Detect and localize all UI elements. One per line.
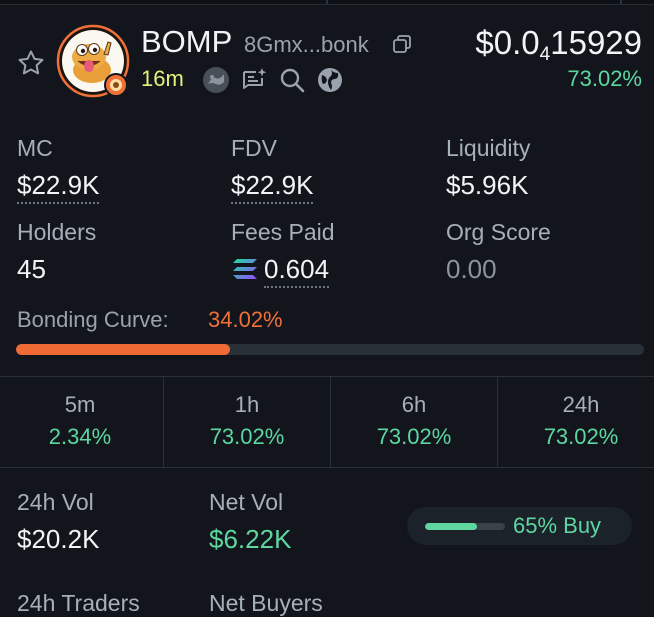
timeframe-label: 6h <box>401 392 427 417</box>
price-zero-count: 4 <box>539 44 551 65</box>
token-price: $0.0415929 <box>475 24 642 66</box>
token-name: BOMP <box>141 24 233 59</box>
fdv-value: $22.9K <box>231 170 314 204</box>
launchpad-icon[interactable] <box>202 66 230 94</box>
buy-ratio-text: 65% Buy <box>513 513 602 538</box>
timeframe-6h[interactable]: 6h 73.02% <box>334 392 494 450</box>
price-change: 73.02% <box>567 66 642 91</box>
globe-icon[interactable] <box>316 66 344 94</box>
timeframe-label: 24h <box>562 392 600 417</box>
org-score-label: Org Score <box>446 219 551 245</box>
mc-value-text[interactable]: $22.9K <box>17 170 100 204</box>
timeframe-24h[interactable]: 24h 73.02% <box>501 392 654 450</box>
top-divider-tick <box>620 0 622 4</box>
token-address[interactable]: 8Gmx...bonk <box>244 32 369 57</box>
fdv-value-text[interactable]: $22.9K <box>231 170 314 204</box>
fees-value-text[interactable]: 0.604 <box>264 254 330 288</box>
liquidity-label: Liquidity <box>446 135 531 161</box>
holders-label: Holders <box>17 219 97 245</box>
search-icon[interactable] <box>278 66 306 94</box>
buy-ratio-badge: 65% Buy <box>407 507 632 545</box>
bonding-curve-value: 34.02% <box>208 307 283 332</box>
buy-ratio-bar <box>425 523 505 530</box>
price-prefix: $0.0 <box>475 24 540 61</box>
column-divider <box>163 377 164 467</box>
bonding-curve-fill <box>16 344 230 355</box>
timeframe-change: 73.02% <box>209 424 285 449</box>
bonding-curve-bar <box>16 344 644 355</box>
timeframe-1h[interactable]: 1h 73.02% <box>167 392 327 450</box>
fees-label: Fees Paid <box>231 219 335 245</box>
column-divider <box>497 377 498 467</box>
timeframe-change: 2.34% <box>48 424 112 449</box>
fees-value: 0.604 <box>264 254 330 288</box>
liquidity-value: $5.96K <box>446 170 529 200</box>
mc-value: $22.9K <box>17 170 100 204</box>
column-divider <box>330 377 331 467</box>
star-icon[interactable] <box>16 48 46 78</box>
volume-24h-label: 24h Vol <box>17 489 94 515</box>
token-age: 16m <box>141 66 184 91</box>
timeframe-label: 5m <box>64 392 96 417</box>
section-divider <box>0 376 654 377</box>
mc-label: MC <box>17 135 53 161</box>
section-divider <box>0 467 654 468</box>
timeframe-change: 73.02% <box>376 424 452 449</box>
timeframe-change: 73.02% <box>543 424 619 449</box>
token-avatar <box>56 24 130 98</box>
org-score-value: 0.00 <box>446 254 497 284</box>
bonding-curve-label: Bonding Curve: <box>17 307 169 332</box>
net-volume-label: Net Vol <box>209 489 284 515</box>
net-volume-value: $6.22K <box>209 524 292 554</box>
top-border <box>0 0 654 5</box>
copy-icon[interactable] <box>392 34 412 54</box>
chat-sparkle-icon[interactable] <box>240 66 268 94</box>
timeframe-label: 1h <box>234 392 260 417</box>
buy-ratio-fill <box>425 523 477 530</box>
top-divider-tick <box>326 0 328 4</box>
price-digits: 15929 <box>550 24 642 61</box>
timeframe-5m[interactable]: 5m 2.34% <box>0 392 160 450</box>
fdv-label: FDV <box>231 135 277 161</box>
volume-24h-value: $20.2K <box>17 524 100 554</box>
holders-value: 45 <box>17 254 46 284</box>
solana-icon <box>233 259 257 279</box>
